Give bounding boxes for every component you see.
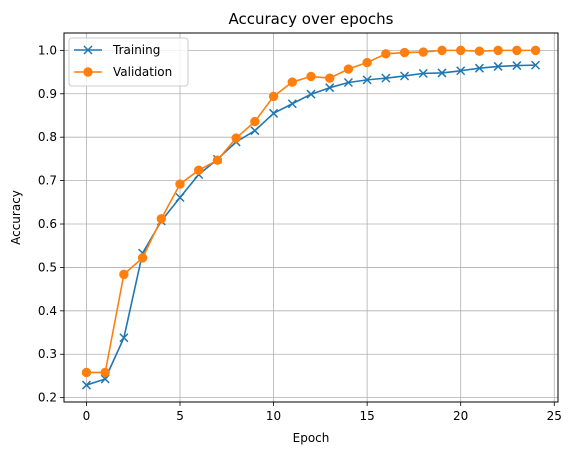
data-point [119, 269, 129, 280]
data-point [531, 60, 541, 70]
data-point [194, 165, 204, 175]
legend-label: Validation [113, 65, 172, 79]
y-tick-label: 0.7 [38, 174, 57, 188]
data-point [456, 66, 466, 76]
grid-lines [64, 33, 558, 402]
data-point [81, 367, 92, 378]
data-point [474, 46, 485, 56]
legend-label: Training [112, 43, 160, 57]
legend-marker [83, 67, 93, 77]
y-tick-label: 0.2 [38, 391, 57, 405]
x-tick-label: 25 [547, 409, 562, 423]
y-tick-label: 0.8 [38, 130, 57, 144]
legend: Training Validation [68, 37, 189, 87]
data-point [362, 57, 372, 68]
y-tick-label: 0.9 [38, 87, 57, 101]
series-validation [81, 45, 541, 378]
data-point [530, 45, 541, 56]
data-point [512, 45, 522, 56]
data-point [306, 89, 316, 99]
data-point [512, 61, 522, 71]
data-point [381, 49, 391, 59]
data-point [325, 73, 335, 83]
legend-entry: Validation [74, 65, 172, 79]
legend-marker [83, 45, 93, 55]
y-axis-label: Accuracy [9, 190, 23, 245]
data-point [493, 45, 503, 56]
series-layer [81, 45, 541, 390]
data-point [268, 91, 279, 102]
data-point [287, 77, 297, 87]
data-point [362, 75, 372, 85]
data-point [250, 116, 260, 127]
legend-entries: Training Validation [74, 43, 172, 79]
series-line [86, 49, 536, 374]
y-tick-label: 1.0 [38, 43, 57, 57]
data-point [400, 71, 410, 81]
data-point [418, 68, 428, 78]
data-point [231, 133, 241, 143]
data-point [381, 73, 391, 83]
data-point [325, 83, 335, 93]
x-tick-label: 10 [266, 409, 281, 423]
axis-ticks: 0 5 10 15 20 25 0.2 0.3 0.4 0.5 0.6 0.7 0.8 0.9 1.0 [38, 43, 562, 423]
data-point [399, 47, 410, 58]
x-tick-label: 20 [453, 409, 468, 423]
y-tick-label: 0.5 [38, 260, 57, 274]
y-tick-label: 0.4 [38, 304, 57, 318]
data-point [306, 71, 316, 82]
data-point [437, 45, 447, 56]
data-point [437, 68, 447, 78]
data-point [493, 61, 503, 71]
data-point [269, 108, 279, 118]
data-point [455, 45, 466, 56]
legend-entry: Training [74, 43, 160, 57]
data-point [212, 155, 223, 165]
data-point [287, 99, 297, 109]
data-point [250, 126, 260, 136]
data-point [418, 47, 428, 57]
plot-frame [63, 32, 559, 403]
data-point [175, 193, 185, 203]
data-point [100, 367, 110, 378]
x-tick-label: 15 [359, 409, 374, 423]
x-tick-label: 5 [176, 409, 184, 423]
series-training [81, 60, 541, 390]
data-point [156, 214, 167, 224]
chart-title: Accuracy over epochs [229, 10, 394, 28]
x-axis-label: Epoch [293, 431, 330, 445]
data-point [343, 77, 353, 88]
data-point [119, 333, 129, 343]
data-point [175, 179, 185, 189]
x-tick-label: 0 [83, 409, 91, 423]
data-point [137, 253, 148, 263]
y-tick-label: 0.6 [38, 217, 57, 231]
data-point [343, 64, 354, 74]
y-tick-label: 0.3 [38, 347, 57, 361]
series-line [86, 64, 536, 386]
data-point [81, 380, 91, 390]
data-point [474, 63, 484, 73]
